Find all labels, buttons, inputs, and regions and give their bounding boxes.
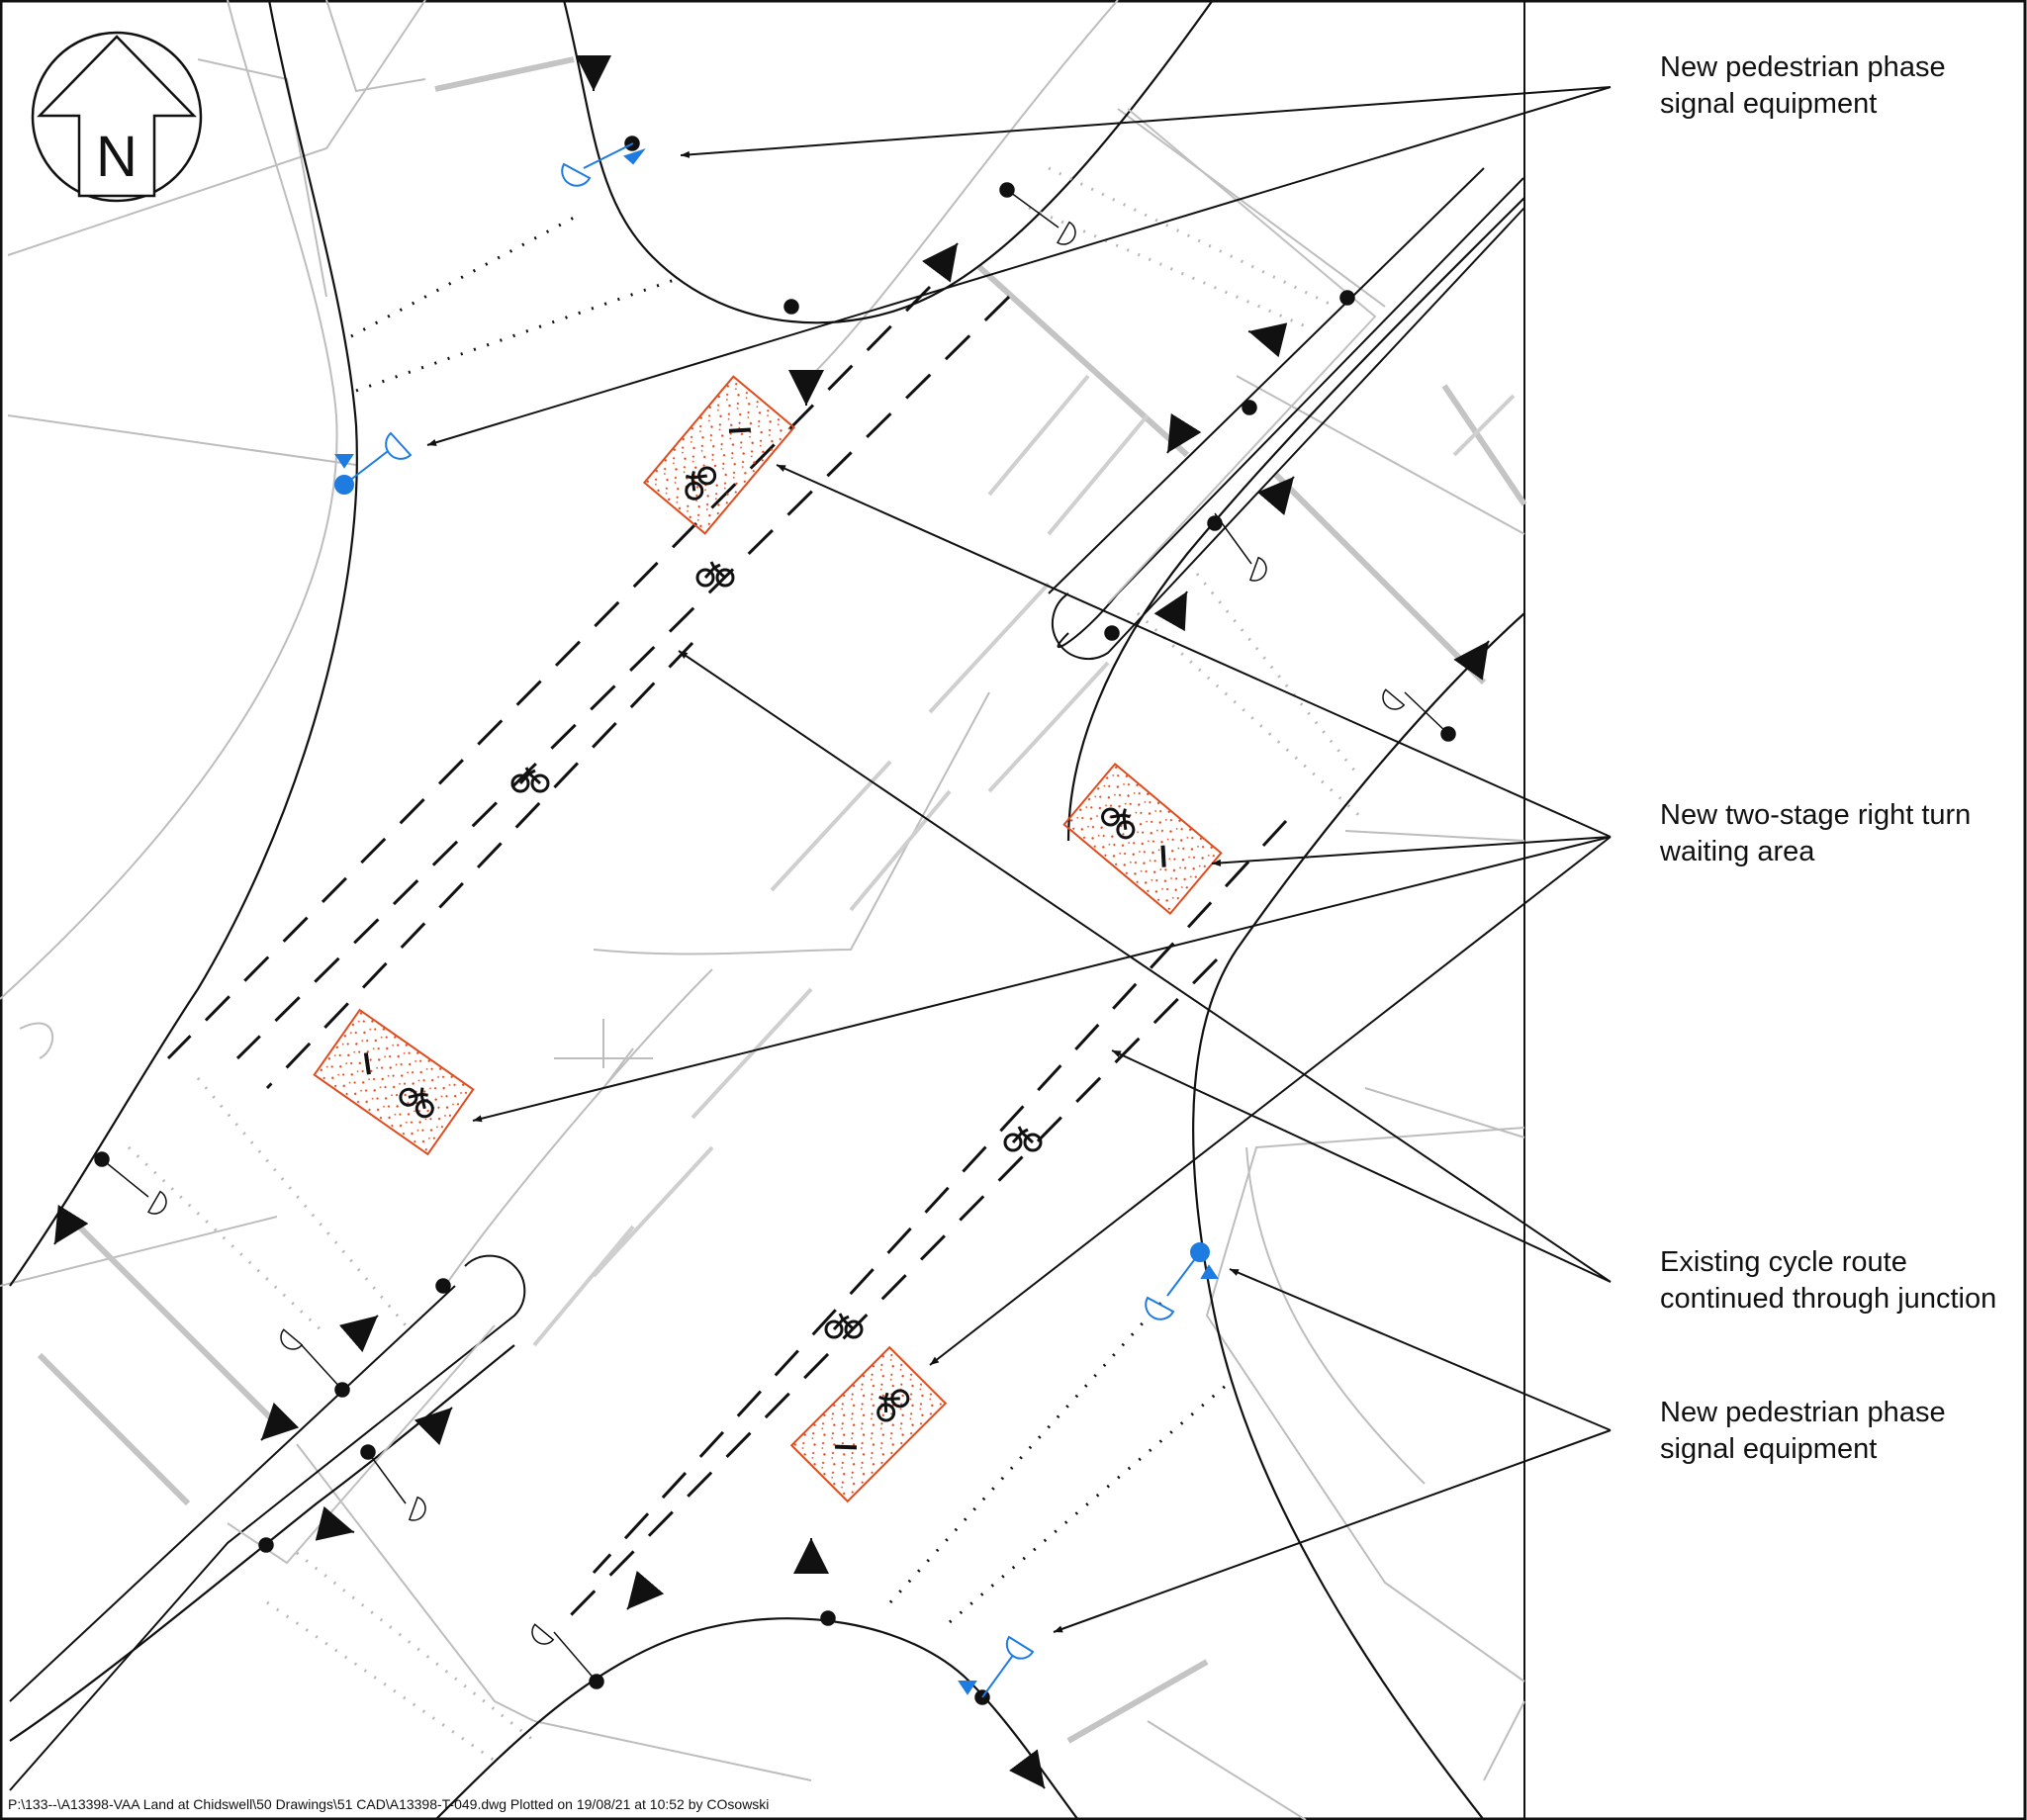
traffic-arrow-icon — [338, 1315, 379, 1353]
signal-head-icon — [94, 1151, 172, 1220]
traffic-arrow-group — [53, 55, 1490, 1789]
callout-line: signal equipment — [1660, 1433, 1878, 1465]
callout-line: waiting area — [1660, 836, 1815, 867]
crossing-lines-black — [350, 216, 1228, 1624]
existing-signal-equipment — [94, 136, 1456, 1705]
background-heavy-lines — [37, 56, 1527, 1744]
traffic-arrow-icon — [1256, 476, 1295, 516]
signal-post — [258, 1537, 274, 1553]
callout-existing-cycle-route: Existing cycle route continued through j… — [1660, 1244, 1996, 1318]
callout-new-pedestrian-signal-bottom: New pedestrian phase signal equipment — [1660, 1395, 1946, 1468]
callout-line: New pedestrian phase — [1660, 1397, 1946, 1428]
crossing-lines-grey — [127, 166, 1367, 1763]
traffic-arrow-icon — [626, 1570, 665, 1610]
signal-head-icon — [360, 1444, 430, 1525]
plot-file-reference: P:\133--\A13398-VAA Land at Chidswell\50… — [8, 1796, 770, 1812]
traffic-arrow-icon — [1009, 1749, 1046, 1789]
cycle-waiting-box-icon — [313, 1008, 475, 1156]
callout-new-pedestrian-signal-top: New pedestrian phase signal equipment — [1660, 49, 1946, 123]
traffic-arrow-icon — [1247, 322, 1288, 358]
signal-post — [783, 299, 799, 315]
signal-head-icon — [1207, 512, 1271, 586]
signal-post — [820, 1610, 836, 1626]
traffic-arrow-icon — [260, 1402, 300, 1441]
bicycle-icon — [1003, 1125, 1043, 1152]
signal-head-icon — [1377, 688, 1456, 742]
island-outlines — [227, 108, 1377, 1565]
new-signal-equipment — [334, 142, 1219, 1698]
cycle-waiting-box-icon — [1062, 762, 1223, 916]
north-letter: N — [96, 125, 138, 189]
background-map-lines — [0, 0, 1525, 1820]
traffic-islands — [9, 167, 1525, 1791]
callout-two-stage-right-turn: New two-stage right turn waiting area — [1660, 797, 1971, 870]
traffic-arrow-icon — [414, 1407, 453, 1446]
signal-head-icon — [561, 142, 646, 187]
cycle-waiting-box-icon — [642, 375, 796, 535]
signal-post — [1339, 290, 1355, 306]
cycle-waiting-box-icon — [789, 1345, 948, 1503]
callout-line: New two-stage right turn — [1660, 799, 1972, 831]
signal-head-icon — [1145, 1242, 1219, 1320]
signal-head-icon — [958, 1635, 1035, 1698]
north-arrow-icon: N — [31, 31, 203, 203]
waiting-area-boxes — [313, 375, 1223, 1503]
signal-head-icon — [275, 1328, 350, 1398]
traffic-arrow-icon — [1153, 591, 1188, 632]
traffic-arrow-icon — [1453, 640, 1490, 681]
traffic-arrow-icon — [53, 1204, 89, 1245]
callout-line: New pedestrian phase — [1660, 51, 1946, 83]
signal-post — [1242, 400, 1257, 415]
signal-head-icon — [526, 1623, 604, 1689]
signal-head-icon — [999, 182, 1081, 250]
traffic-arrow-icon — [922, 242, 959, 283]
traffic-arrow-icon — [1166, 412, 1202, 454]
callout-line: continued through junction — [1660, 1283, 1997, 1315]
traffic-arrow-icon — [315, 1505, 355, 1541]
signal-post — [1104, 625, 1120, 641]
callout-line: signal equipment — [1660, 88, 1878, 120]
background-light-diagonals — [532, 374, 1516, 1347]
callout-leaders — [426, 86, 1612, 1633]
road-kerbs — [9, 0, 1525, 1820]
signal-head-icon — [334, 431, 413, 495]
signal-post — [435, 1278, 451, 1294]
callout-line: Existing cycle route — [1660, 1246, 1907, 1278]
